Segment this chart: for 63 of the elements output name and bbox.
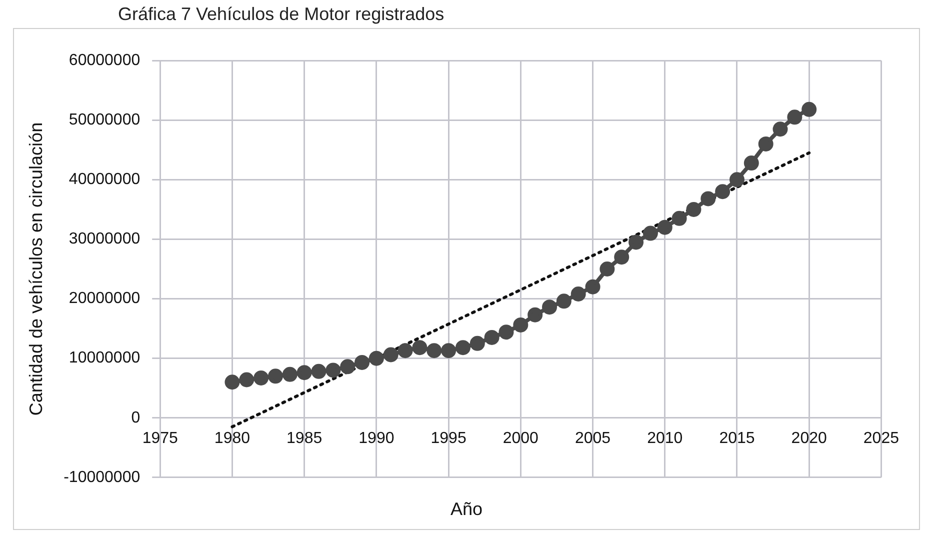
point — [542, 300, 558, 315]
chart-title: Gráfica 7 Vehículos de Motor registrados — [118, 4, 444, 24]
point — [340, 359, 356, 374]
point — [296, 365, 312, 380]
point — [700, 191, 716, 206]
y-tick-label: 50000000 — [68, 112, 140, 129]
point — [311, 364, 326, 379]
point — [672, 210, 687, 226]
point — [484, 330, 500, 345]
point — [729, 172, 744, 188]
point — [787, 110, 802, 125]
point — [528, 307, 543, 322]
point — [600, 262, 615, 276]
x-tick-label: 2015 — [719, 430, 755, 447]
x-tick-label: 1980 — [214, 430, 250, 447]
point — [744, 156, 759, 171]
point — [441, 343, 456, 358]
y-axis-title: Cantidad de vehículos en circulación — [26, 122, 46, 416]
point — [455, 340, 470, 356]
y-tick-label: 20000000 — [68, 290, 140, 308]
x-tick-label: 1985 — [286, 430, 322, 447]
point — [368, 350, 384, 366]
x-tick-label: 2010 — [647, 430, 683, 447]
x-tick-label: 2000 — [502, 430, 539, 447]
x-tick-label: 1990 — [358, 430, 394, 447]
y-tick-label: 60000000 — [68, 52, 140, 70]
point — [412, 340, 428, 356]
point — [354, 354, 370, 370]
y-tick-label: 10000000 — [68, 350, 140, 367]
point — [224, 374, 240, 390]
x-tick-label: 2005 — [574, 430, 611, 447]
point — [772, 122, 788, 137]
point — [614, 250, 630, 265]
point — [556, 294, 572, 309]
x-tick-label: 1995 — [430, 430, 466, 447]
x-tick-label: 2020 — [791, 430, 827, 447]
point — [498, 324, 514, 340]
x-axis-title: Año — [449, 499, 484, 520]
y-tick-label: 0 — [131, 409, 140, 426]
x-tick-label: 2025 — [863, 430, 900, 447]
point — [802, 102, 817, 117]
point — [758, 136, 774, 152]
point — [686, 202, 702, 217]
point — [570, 286, 586, 302]
point — [426, 343, 442, 358]
point — [513, 317, 528, 332]
point — [282, 366, 298, 382]
point — [642, 226, 658, 241]
point — [383, 347, 398, 362]
point — [254, 370, 269, 386]
point — [628, 234, 644, 250]
point — [715, 184, 730, 200]
y-tick-label: -10000000 — [64, 468, 140, 486]
y-tick-label: 30000000 — [68, 230, 140, 248]
point — [398, 343, 413, 358]
y-tick-label: 40000000 — [68, 171, 140, 188]
point — [326, 362, 341, 378]
point — [657, 220, 672, 235]
point — [239, 372, 254, 388]
point — [470, 336, 485, 351]
x-tick-label: 1975 — [142, 430, 178, 447]
point — [585, 279, 600, 294]
point — [268, 368, 283, 384]
